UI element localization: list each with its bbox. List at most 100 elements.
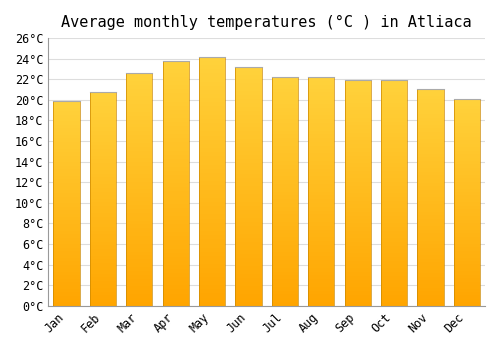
Bar — [236, 270, 262, 274]
Bar — [54, 261, 80, 265]
Bar — [418, 273, 444, 277]
Bar — [418, 215, 444, 219]
Bar — [381, 197, 407, 201]
Bar — [381, 88, 407, 92]
Bar — [381, 80, 407, 306]
Bar — [381, 99, 407, 103]
Bar — [454, 251, 480, 254]
Bar — [308, 131, 334, 134]
Bar — [381, 246, 407, 250]
Bar — [90, 274, 116, 277]
Bar — [308, 207, 334, 211]
Bar — [199, 268, 225, 273]
Bar — [381, 155, 407, 159]
Bar — [344, 174, 370, 178]
Bar — [381, 163, 407, 167]
Bar — [54, 214, 80, 217]
Bar — [418, 208, 444, 212]
Bar — [162, 61, 189, 306]
Bar — [418, 219, 444, 223]
Bar — [162, 236, 189, 240]
Bar — [236, 115, 262, 119]
Bar — [236, 159, 262, 162]
Bar — [162, 138, 189, 142]
Bar — [236, 178, 262, 182]
Bar — [308, 294, 334, 298]
Bar — [236, 202, 262, 206]
Bar — [308, 279, 334, 283]
Bar — [90, 231, 116, 234]
Bar — [126, 124, 152, 127]
Bar — [90, 238, 116, 242]
Bar — [418, 168, 444, 172]
Bar — [454, 192, 480, 195]
Bar — [126, 162, 152, 166]
Bar — [454, 285, 480, 289]
Bar — [454, 216, 480, 219]
Bar — [90, 302, 116, 306]
Bar — [126, 244, 152, 248]
Bar — [90, 127, 116, 131]
Bar — [344, 227, 370, 231]
Bar — [272, 207, 298, 211]
Bar — [418, 136, 444, 139]
Bar — [126, 197, 152, 201]
Bar — [199, 173, 225, 177]
Bar — [454, 223, 480, 226]
Bar — [54, 285, 80, 289]
Bar — [54, 244, 80, 248]
Bar — [381, 114, 407, 118]
Bar — [126, 143, 152, 147]
Bar — [308, 85, 334, 89]
Bar — [90, 234, 116, 238]
Bar — [90, 131, 116, 134]
Bar — [162, 163, 189, 167]
Bar — [126, 151, 152, 155]
Bar — [236, 278, 262, 282]
Bar — [90, 92, 116, 95]
Bar — [272, 100, 298, 104]
Bar — [272, 191, 298, 195]
Bar — [199, 210, 225, 215]
Bar — [308, 169, 334, 173]
Bar — [272, 218, 298, 222]
Bar — [454, 233, 480, 237]
Bar — [199, 186, 225, 190]
Bar — [162, 147, 189, 150]
Bar — [236, 246, 262, 250]
Bar — [126, 112, 152, 116]
Bar — [162, 216, 189, 220]
Bar — [90, 270, 116, 274]
Bar — [344, 125, 370, 129]
Bar — [272, 290, 298, 294]
Bar — [308, 89, 334, 92]
Bar — [162, 89, 189, 93]
Bar — [54, 254, 80, 258]
Bar — [308, 108, 334, 112]
Bar — [90, 249, 116, 252]
Bar — [54, 227, 80, 231]
Bar — [126, 81, 152, 85]
Bar — [381, 223, 407, 227]
Bar — [381, 167, 407, 170]
Bar — [162, 240, 189, 245]
Bar — [236, 150, 262, 155]
Bar — [308, 142, 334, 146]
Bar — [308, 218, 334, 222]
Bar — [162, 183, 189, 187]
Bar — [272, 226, 298, 230]
Bar — [126, 85, 152, 89]
Bar — [199, 106, 225, 111]
Bar — [236, 230, 262, 234]
Bar — [418, 161, 444, 164]
Bar — [54, 128, 80, 132]
Bar — [54, 139, 80, 142]
Bar — [199, 215, 225, 219]
Bar — [54, 193, 80, 197]
Bar — [418, 89, 444, 92]
Bar — [162, 265, 189, 269]
Bar — [236, 222, 262, 226]
Bar — [272, 211, 298, 215]
Bar — [308, 112, 334, 116]
Bar — [54, 121, 80, 125]
